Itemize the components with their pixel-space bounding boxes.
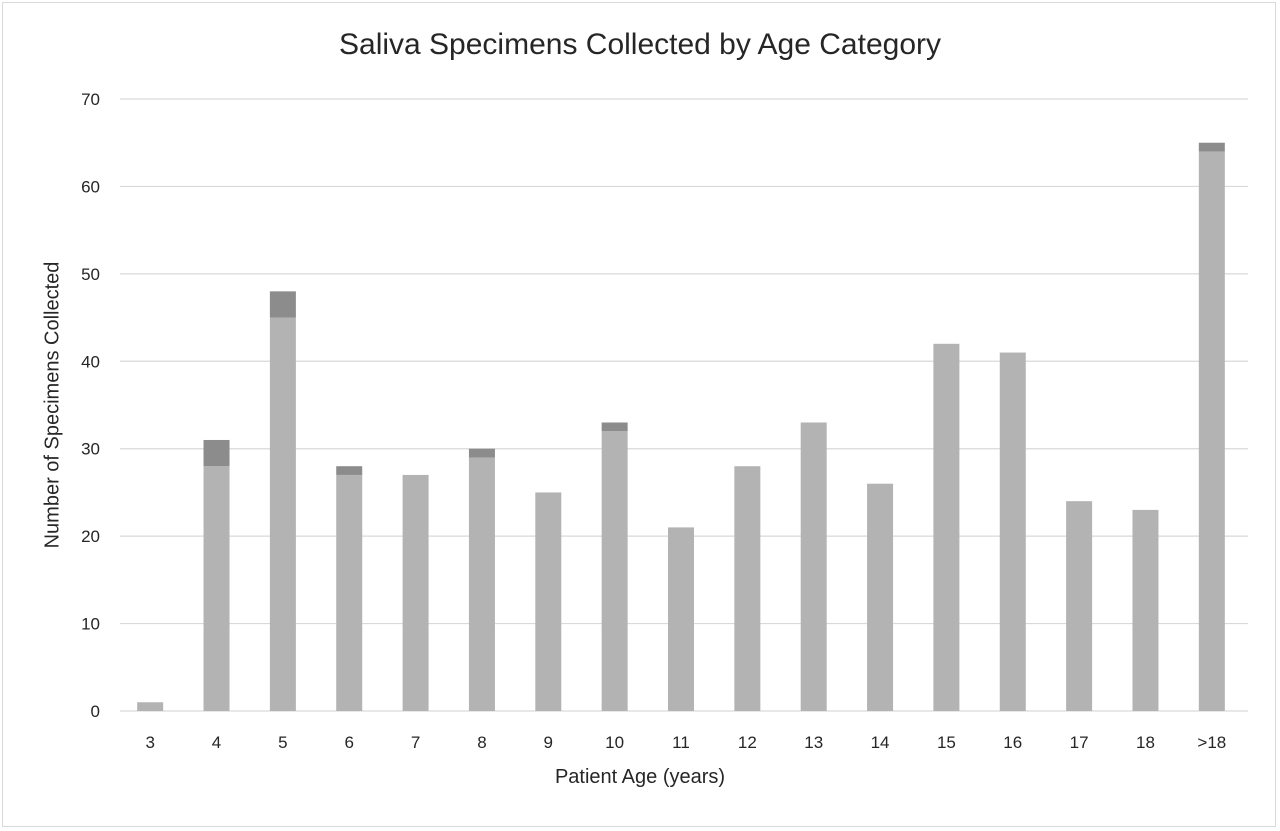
- bar-series-1-4: [203, 466, 230, 711]
- x-tick-label: 11: [672, 733, 690, 752]
- bar-series-1-8: [468, 457, 495, 711]
- y-tick-label: 20: [81, 527, 100, 546]
- bar-series-2-4: [203, 439, 230, 467]
- bar-series-1-14: [867, 483, 894, 711]
- bar-series-1-18: [1132, 509, 1159, 711]
- x-tick-label: 10: [605, 733, 624, 752]
- x-tick-label: 5: [278, 733, 287, 752]
- bar-series-2-5: [269, 291, 296, 318]
- y-tick-label: 10: [81, 615, 100, 634]
- x-tick-label: 8: [477, 733, 486, 752]
- x-tick-labels: 3 4 5 6 7 8 9 10 11 12 13 14 15 16 17 18 >18: [145, 733, 1226, 752]
- bar-series-1-9: [535, 492, 562, 711]
- x-tick-label: 7: [411, 733, 420, 752]
- bar-series-1-16: [999, 352, 1026, 711]
- y-tick-label: 60: [81, 177, 100, 196]
- x-tick-label: 12: [738, 733, 757, 752]
- gridlines: [120, 98, 1248, 712]
- x-tick-label: 18: [1136, 733, 1155, 752]
- bar-series-1-10: [601, 431, 628, 711]
- bar-series-1-7: [402, 474, 429, 711]
- x-tick-label: 9: [544, 733, 553, 752]
- chart-title: Saliva Specimens Collected by Age Catego…: [339, 28, 941, 61]
- x-tick-label: 16: [1003, 733, 1022, 752]
- x-axis-label: Patient Age (years): [554, 766, 726, 788]
- y-tick-label: 50: [81, 265, 100, 284]
- bar-series-1-12: [734, 466, 761, 711]
- x-tick-label: 13: [804, 733, 823, 752]
- bar-series-1-17: [1066, 501, 1093, 711]
- x-tick-label: 4: [212, 733, 221, 752]
- bar-series-1-11: [668, 527, 694, 711]
- bar-series-2-8: [468, 448, 495, 458]
- bar-series-2->18: [1198, 142, 1225, 152]
- x-tick-label: 3: [145, 733, 154, 752]
- bar-series-1-13: [800, 422, 827, 711]
- y-tick-label: 0: [91, 702, 100, 721]
- bar-series-1->18: [1198, 151, 1225, 711]
- x-tick-label: >18: [1197, 733, 1226, 752]
- bar-series-1-3: [137, 702, 164, 711]
- y-tick-label: 30: [81, 440, 100, 459]
- bar-series-2-6: [336, 466, 363, 475]
- bar-series-1-15: [933, 343, 960, 711]
- x-tick-label: 15: [937, 733, 956, 752]
- x-tick-label: 14: [871, 733, 890, 752]
- bar-series-2-10: [601, 422, 628, 432]
- bar-series-1-5: [269, 317, 296, 711]
- x-tick-label: 6: [345, 733, 354, 752]
- bars: [137, 142, 1225, 711]
- x-tick-label: 17: [1070, 733, 1089, 752]
- y-tick-labels: 0 10 20 30 40 50 60 70: [81, 90, 100, 721]
- y-tick-label: 70: [81, 90, 100, 109]
- y-tick-label: 40: [81, 352, 100, 371]
- bar-series-1-6: [336, 474, 363, 711]
